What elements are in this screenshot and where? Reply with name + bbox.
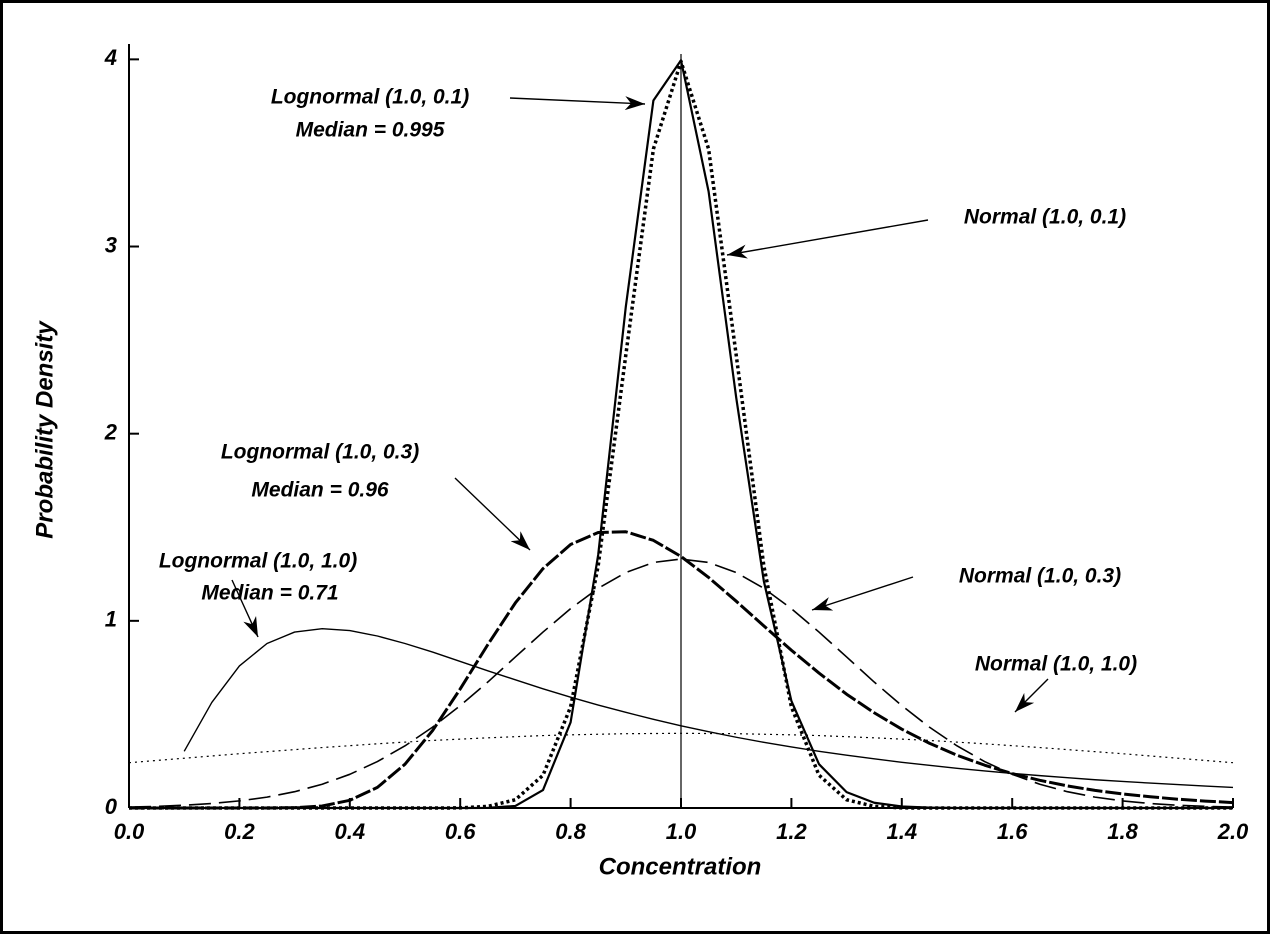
annotation-arrow xyxy=(509,96,646,111)
y-tick-label: 0 xyxy=(105,794,118,819)
y-tick-label: 3 xyxy=(105,232,117,257)
annotation-note: Median = 0.71 xyxy=(201,582,338,605)
x-axis-label: Concentration xyxy=(599,853,762,880)
annotation: Lognormal (1.0, 1.0) xyxy=(159,550,357,573)
x-tick-label: 1.8 xyxy=(1107,819,1138,844)
y-axis-label: Probability Density xyxy=(31,320,58,539)
series-line xyxy=(128,558,1234,808)
x-tick-label: 0.6 xyxy=(445,819,476,844)
annotation-arrow xyxy=(811,576,914,611)
series-line xyxy=(129,530,1234,810)
x-tick-label: 2.0 xyxy=(1217,819,1249,844)
annotation: Normal (1.0, 0.1) xyxy=(964,206,1126,229)
annotation-arrow xyxy=(726,219,929,259)
series-line xyxy=(128,732,1234,764)
y-tick-label: 1 xyxy=(105,607,117,632)
x-tick-label: 1.0 xyxy=(666,819,697,844)
annotation-arrow xyxy=(1014,678,1049,713)
annotation: Lognormal (1.0, 0.1) xyxy=(271,86,469,109)
annotation-note: Median = 0.995 xyxy=(296,119,445,142)
annotation-arrow xyxy=(231,579,259,638)
x-tick-label: 0.0 xyxy=(114,819,145,844)
y-tick-label: 4 xyxy=(104,45,117,70)
annotation: Normal (1.0, 0.3) xyxy=(959,565,1121,588)
series-line xyxy=(129,59,1233,810)
annotation-note: Median = 0.96 xyxy=(251,479,388,502)
x-tick-label: 1.4 xyxy=(887,819,918,844)
x-tick-label: 0.4 xyxy=(335,819,366,844)
x-tick-label: 0.8 xyxy=(555,819,586,844)
x-tick-label: 1.6 xyxy=(997,819,1028,844)
annotation: Lognormal (1.0, 0.3) xyxy=(221,441,419,464)
annotation: Normal (1.0, 1.0) xyxy=(975,653,1137,676)
annotation-arrow xyxy=(454,477,531,551)
x-tick-label: 0.2 xyxy=(224,819,255,844)
x-tick-label: 1.2 xyxy=(776,819,807,844)
series-line xyxy=(183,628,1234,789)
y-tick-label: 2 xyxy=(104,419,118,444)
